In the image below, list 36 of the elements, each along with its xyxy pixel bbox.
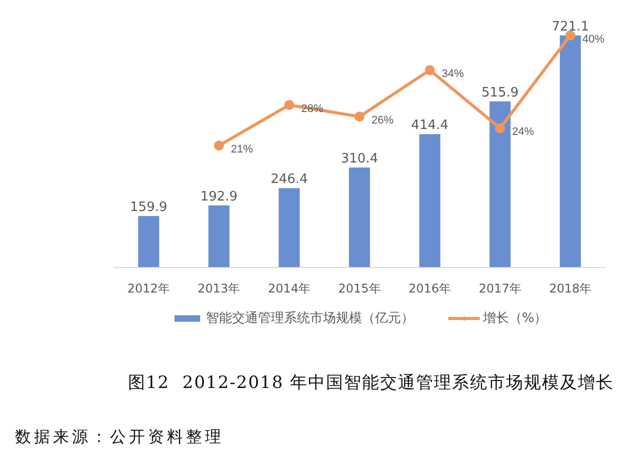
data-label: 192.9 [200, 189, 238, 204]
bar [490, 101, 511, 268]
source-note: 数据来源：公开资料整理 [15, 427, 224, 447]
x-tick-label: 2013年 [198, 282, 240, 296]
x-tick-label: 2017年 [478, 282, 522, 296]
data-label: 26% [372, 114, 394, 127]
data-label: 310.4 [340, 152, 378, 167]
bar [560, 35, 581, 268]
point [424, 65, 435, 76]
data-label: 34% [442, 68, 464, 80]
point [354, 112, 364, 122]
legend-label: 智能交通管理系统市场规模（亿元） [206, 310, 414, 327]
x-tick-label: 2012年 [127, 282, 170, 296]
data-label: 21% [230, 144, 254, 156]
bar [419, 134, 440, 268]
legend-label: 增长（%） [482, 310, 548, 327]
x-tick-label: 2014年 [268, 282, 310, 296]
x-tick-label: 2016年 [408, 282, 452, 296]
bar [208, 205, 230, 268]
bar [348, 168, 370, 268]
data-label: 721.1 [552, 19, 589, 34]
data-label: 40% [582, 33, 605, 46]
x-tick-label: 2018年 [549, 282, 592, 296]
data-label: 24% [512, 126, 534, 138]
point [284, 100, 294, 110]
point [214, 140, 224, 151]
data-label: 159.9 [130, 200, 168, 216]
x-tick-label: 2015年 [338, 282, 381, 296]
data-label: 246.4 [270, 172, 308, 188]
data-label: 515.9 [481, 85, 519, 100]
point [495, 123, 506, 134]
point [565, 30, 576, 40]
bar [278, 188, 300, 268]
bar [138, 216, 160, 268]
text: 图12 2012-2018 年中国智能交通管理系统市场规模及增长 [128, 373, 614, 393]
data-label: 414.4 [411, 118, 448, 134]
